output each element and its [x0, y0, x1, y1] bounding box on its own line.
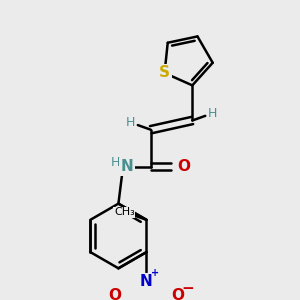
Text: H: H [126, 116, 135, 129]
Text: O: O [171, 288, 184, 300]
Text: +: + [151, 268, 159, 278]
Text: −: − [182, 281, 194, 296]
Text: H: H [208, 106, 218, 120]
Text: N: N [120, 159, 133, 174]
Text: S: S [159, 65, 170, 80]
Text: O: O [178, 159, 190, 174]
Text: O: O [109, 288, 122, 300]
Text: CH₃: CH₃ [114, 207, 135, 218]
Text: H: H [111, 156, 120, 169]
Text: N: N [140, 274, 153, 289]
